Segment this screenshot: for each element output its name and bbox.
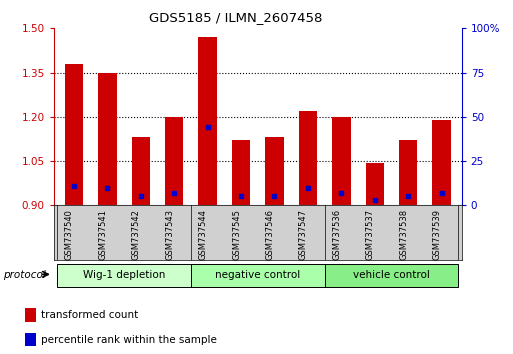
Text: GSM737543: GSM737543 xyxy=(165,209,174,260)
Bar xyxy=(132,137,150,205)
Bar xyxy=(399,141,418,205)
Text: transformed count: transformed count xyxy=(41,310,138,320)
Bar xyxy=(332,117,350,205)
Bar xyxy=(199,37,217,205)
Text: GSM737538: GSM737538 xyxy=(399,209,408,260)
Text: GSM737537: GSM737537 xyxy=(366,209,375,260)
FancyBboxPatch shape xyxy=(57,264,191,287)
Text: GSM737536: GSM737536 xyxy=(332,209,341,260)
Bar xyxy=(232,141,250,205)
Text: GSM737539: GSM737539 xyxy=(432,209,442,260)
Text: GSM737546: GSM737546 xyxy=(266,209,274,260)
Text: GSM737544: GSM737544 xyxy=(199,209,208,260)
Bar xyxy=(299,111,317,205)
Text: GSM737541: GSM737541 xyxy=(98,209,107,260)
Text: protocol: protocol xyxy=(3,270,45,280)
Text: vehicle control: vehicle control xyxy=(353,270,430,280)
Text: GSM737540: GSM737540 xyxy=(65,209,74,260)
Bar xyxy=(98,73,116,205)
Text: GSM737545: GSM737545 xyxy=(232,209,241,260)
Bar xyxy=(265,137,284,205)
Text: percentile rank within the sample: percentile rank within the sample xyxy=(41,335,216,344)
Bar xyxy=(25,333,36,347)
Text: GSM737542: GSM737542 xyxy=(132,209,141,260)
Bar xyxy=(366,162,384,205)
FancyBboxPatch shape xyxy=(191,264,325,287)
Text: negative control: negative control xyxy=(215,270,301,280)
Bar xyxy=(165,117,184,205)
Bar xyxy=(432,120,451,205)
Text: Wig-1 depletion: Wig-1 depletion xyxy=(83,270,165,280)
Text: GDS5185 / ILMN_2607458: GDS5185 / ILMN_2607458 xyxy=(149,11,323,24)
Bar xyxy=(25,308,36,322)
Text: GSM737547: GSM737547 xyxy=(299,209,308,260)
FancyBboxPatch shape xyxy=(325,264,458,287)
Bar xyxy=(65,64,83,205)
